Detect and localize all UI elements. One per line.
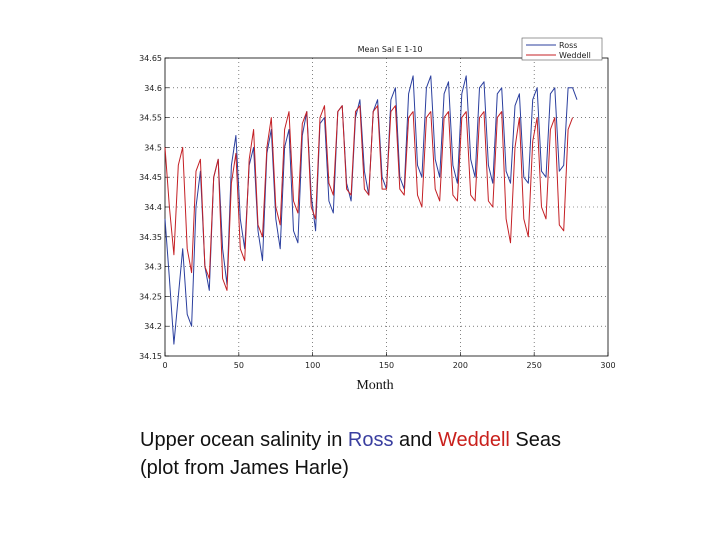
y-tick-label: 34.55 [139,114,162,123]
y-tick-label: 34.2 [144,322,162,331]
chart-series [164,75,578,345]
y-tick-label: 34.45 [139,173,162,182]
y-tick-label: 34.6 [144,84,162,93]
y-tick-label: 34.35 [139,233,162,242]
x-tick-label: 150 [379,361,394,370]
caption-line-1: Upper ocean salinity in Ross and Weddell… [140,426,700,454]
y-axis-ticks: 34.15 34.2 34.25 34.3 34.35 34.4 34.45 34.5 34.5… [139,54,169,361]
series-line-ross [164,75,578,345]
x-tick-label: 300 [600,361,615,370]
legend-label-ross: Ross [559,41,577,50]
y-tick-label: 34.25 [139,292,162,301]
series-line-weddell [164,105,574,291]
caption-suffix: Seas [509,429,562,451]
legend-label-weddell: Weddell [559,51,591,60]
chart-title: Mean Sal E 1-10 [358,45,423,54]
x-axis-ticks: 0 50 100 150 200 250 300 [162,352,616,370]
caption-weddell: Weddell [437,429,510,451]
x-axis-label: Month [356,378,393,393]
x-tick-label: 250 [527,361,542,370]
y-tick-label: 34.15 [139,352,162,361]
x-tick-label: 0 [162,361,167,370]
y-tick-label: 34.5 [144,143,162,152]
y-tick-label: 34.65 [139,54,162,63]
caption-line-2: (plot from James Harle) [140,457,349,479]
caption-ross: Ross [347,429,394,451]
caption-and: and [393,429,438,451]
x-tick-label: 200 [453,361,468,370]
caption-prefix: Upper ocean salinity in [140,429,348,451]
y-tick-label: 34.3 [144,263,162,272]
chart-legend: Ross Weddell [521,37,603,61]
x-tick-label: 50 [234,361,244,370]
salinity-chart: 0 50 100 150 200 250 300 34.1534.234.2534.334.… [139,37,616,393]
y-tick-label: 34.4 [144,203,162,212]
x-tick-label: 100 [305,361,320,370]
figure-caption: Upper ocean salinity in Ross and Weddell… [140,426,700,482]
